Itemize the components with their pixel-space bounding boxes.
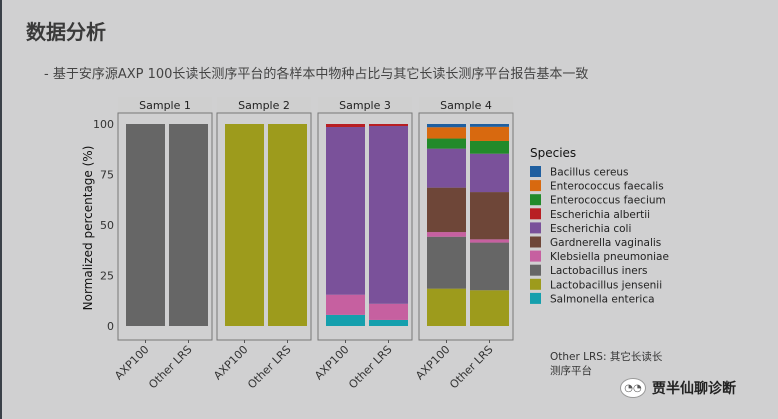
panel-strip	[318, 97, 412, 113]
panel-frame	[418, 112, 514, 341]
legend-swatch	[530, 250, 541, 262]
legend-swatch	[530, 278, 541, 290]
slide-title: 数据分析	[26, 20, 106, 44]
bar-segment	[369, 303, 408, 320]
bar-segment	[470, 126, 509, 141]
panel-strip	[118, 97, 212, 113]
bar-segment	[225, 124, 264, 326]
x-tick-label: Other LRS	[447, 343, 495, 391]
bar-segment	[126, 124, 165, 326]
x-tick-label: AXP100	[112, 343, 151, 382]
bar-segment	[369, 319, 408, 326]
x-tick-label: Other LRS	[146, 343, 194, 391]
legend-swatch	[530, 292, 541, 304]
bar-segment	[470, 124, 509, 127]
legend-label: Salmonella enterica	[550, 293, 655, 305]
bar-segment	[470, 290, 509, 326]
legend-label: Escherichia albertii	[550, 209, 650, 221]
legend-swatch	[530, 222, 541, 234]
legend-swatch	[530, 264, 541, 276]
bar-segment	[427, 138, 466, 149]
bar-segment	[470, 140, 509, 154]
window-edge	[0, 0, 2, 419]
panel-title: Sample 4	[440, 99, 492, 112]
legend-label: Enterococcus faecium	[550, 195, 666, 207]
bar-segment	[369, 124, 408, 127]
panel-title: Sample 2	[238, 99, 290, 112]
y-tick-label: 25	[100, 270, 114, 283]
legend-note: Other LRS: 其它长读长测序平台	[550, 351, 663, 377]
x-tick-label: AXP100	[211, 343, 250, 382]
bar-segment	[427, 236, 466, 289]
legend-swatch	[530, 236, 541, 248]
bar-segment	[268, 124, 307, 326]
x-tick-label: AXP100	[413, 343, 452, 382]
panel-frame	[317, 112, 413, 341]
legend-label: Lactobacillus iners	[550, 265, 648, 277]
panel-title: Sample 1	[139, 99, 191, 112]
slide-subtitle: - 基于安序源AXP 100长读长测序平台的各样本中物种占比与其它长读长测序平台…	[44, 67, 589, 82]
bar-segment	[470, 239, 509, 243]
bar-segment	[427, 232, 466, 237]
bar-segment	[427, 187, 466, 233]
legend-label: Escherichia coli	[550, 223, 631, 235]
bar-segment	[470, 242, 509, 291]
panel-strip	[419, 97, 513, 113]
bar-segment	[427, 288, 466, 326]
bar-segment	[326, 127, 365, 295]
legend-swatch	[530, 208, 541, 220]
legend-label: Gardnerella vaginalis	[550, 237, 661, 249]
watermark: ◔◔ 贾半仙聊诊断	[620, 378, 736, 398]
legend-label: Lactobacillus jensenii	[550, 279, 662, 291]
panel-frame	[216, 112, 312, 341]
bar-segment	[169, 124, 208, 326]
panel-title: Sample 3	[339, 99, 391, 112]
legend-label: Klebsiella pneumoniae	[550, 251, 669, 263]
bar-segment	[470, 153, 509, 193]
y-tick-label: 75	[100, 169, 114, 182]
watermark-text: 贾半仙聊诊断	[652, 381, 736, 397]
panel-strip	[217, 97, 311, 113]
y-tick-label: 100	[93, 118, 114, 131]
bar-segment	[427, 148, 466, 188]
bar-segment	[470, 192, 509, 240]
bar-segment	[326, 124, 365, 128]
y-tick-label: 50	[100, 219, 114, 232]
bar-segment	[427, 127, 466, 139]
legend-swatch	[530, 180, 541, 192]
legend-swatch	[530, 166, 541, 177]
bar-segment	[326, 294, 365, 315]
bar-segment	[326, 314, 365, 326]
legend-title: Species	[530, 146, 576, 160]
x-tick-label: AXP100	[312, 343, 351, 382]
bar-segment	[427, 124, 466, 128]
x-tick-label: Other LRS	[346, 343, 394, 391]
y-tick-label: 0	[107, 320, 114, 333]
y-axis-label: Normalized percentage (%)	[81, 146, 95, 311]
legend-label: Bacillus cereus	[550, 167, 629, 179]
panel-frame	[117, 112, 213, 341]
legend-label: Enterococcus faecalis	[550, 181, 664, 193]
wechat-icon: ◔◔	[620, 378, 646, 398]
x-tick-label: Other LRS	[245, 343, 293, 391]
bar-segment	[369, 126, 408, 304]
legend-swatch	[530, 194, 541, 206]
